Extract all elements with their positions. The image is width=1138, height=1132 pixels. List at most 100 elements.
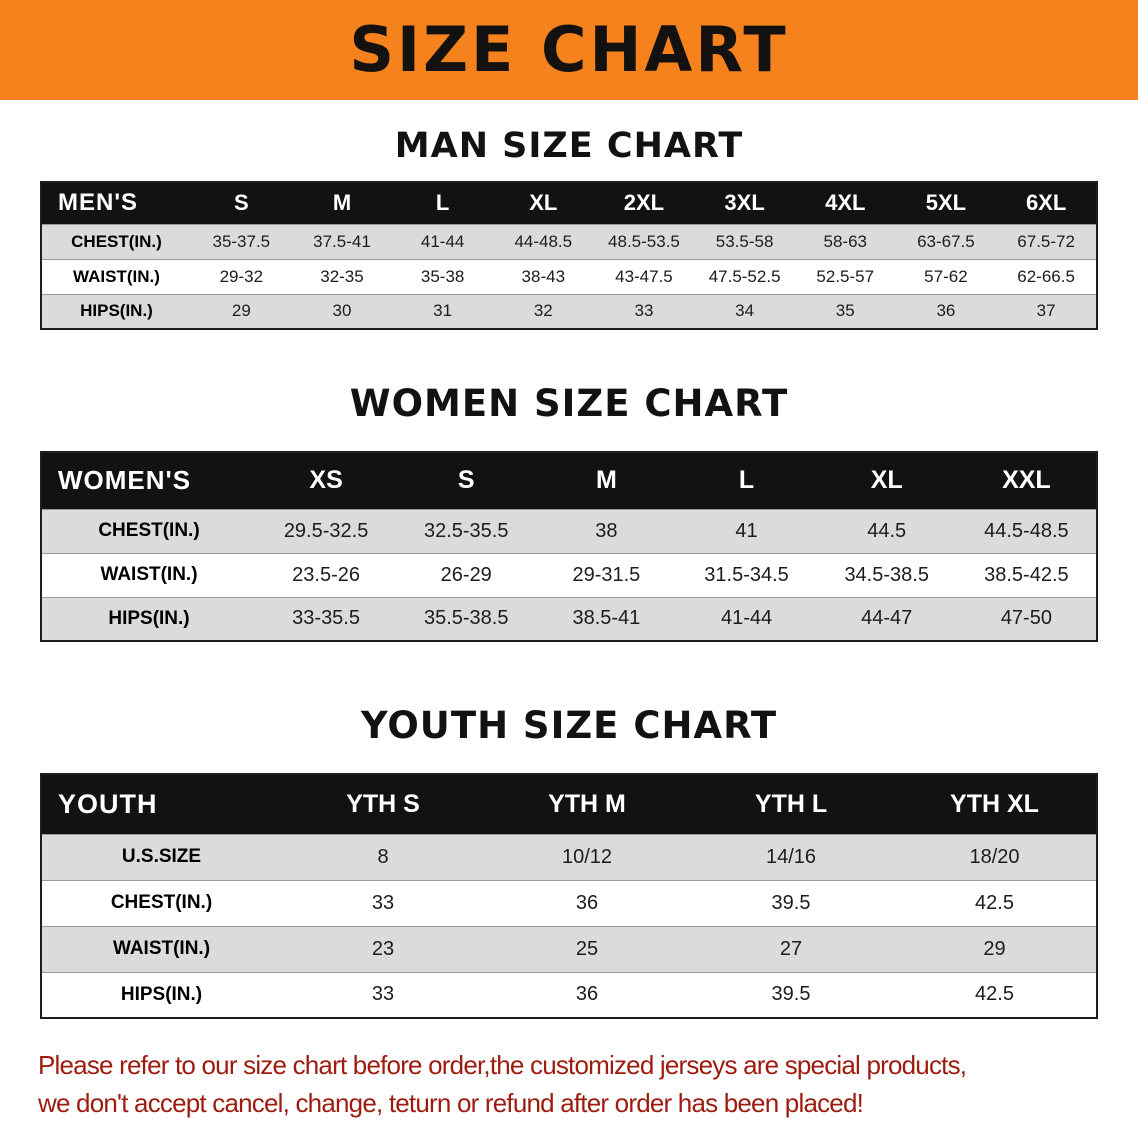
- cell-value: 44.5-48.5: [956, 508, 1097, 553]
- cell-value: 44-48.5: [492, 223, 594, 259]
- size-column-header: XXL: [956, 452, 1097, 509]
- table-header-row: WOMEN'S XS S M L XL XXL: [41, 452, 1097, 509]
- cell-value: 36: [485, 879, 689, 926]
- cell-value: 38-43: [492, 258, 594, 294]
- cell-value: 44.5: [816, 508, 957, 553]
- cell-value: 35.5-38.5: [396, 596, 537, 641]
- size-column-header: 4XL: [794, 182, 896, 224]
- cell-value: 47-50: [956, 596, 1097, 641]
- cell-value: 39.5: [689, 879, 893, 926]
- cell-value: 38.5-41: [536, 596, 677, 641]
- page-title: SIZE CHART: [349, 13, 789, 86]
- charts-container: MAN SIZE CHART MEN'S S M L XL 2XL 3XL 4XL 5XL 6XL C…: [0, 126, 1138, 1019]
- size-column-header: YTH L: [689, 774, 893, 834]
- size-column-header: XL: [816, 452, 957, 509]
- cell-value: 47.5-52.5: [694, 258, 795, 294]
- cell-value: 29-32: [191, 258, 292, 294]
- table-row: WAIST(IN.) 23 25 27 29: [41, 925, 1097, 972]
- cell-value: 39.5: [689, 971, 893, 1018]
- size-column-header: XL: [492, 182, 594, 224]
- cell-value: 33-35.5: [256, 596, 397, 641]
- size-section-mens: MAN SIZE CHART MEN'S S M L XL 2XL 3XL 4XL 5XL 6XL C…: [0, 126, 1138, 330]
- cell-value: 31.5-34.5: [676, 552, 817, 597]
- cell-value: 41-44: [676, 596, 817, 641]
- cell-value: 10/12: [485, 833, 689, 880]
- cell-value: 33: [281, 879, 485, 926]
- row-label: HIPS(IN.): [41, 596, 256, 641]
- cell-value: 52.5-57: [794, 258, 896, 294]
- corner-header: YOUTH: [41, 774, 281, 834]
- cell-value: 57-62: [895, 258, 997, 294]
- cell-value: 58-63: [794, 223, 896, 259]
- size-column-header: 3XL: [694, 182, 795, 224]
- table-row: U.S.SIZE 8 10/12 14/16 18/20: [41, 833, 1097, 880]
- cell-value: 35-37.5: [191, 223, 292, 259]
- size-column-header: YTH M: [485, 774, 689, 834]
- section-title-mens: MAN SIZE CHART: [394, 126, 744, 166]
- cell-value: 23: [281, 925, 485, 972]
- size-section-youth: YOUTH SIZE CHART YOUTH YTH S YTH M YTH L YTH …: [0, 704, 1138, 1019]
- cell-value: 14/16: [689, 833, 893, 880]
- size-table-youth: YOUTH YTH S YTH M YTH L YTH XL U.S.SIZE 8 10/12…: [40, 773, 1098, 1019]
- footer-notice: Please refer to our size chart before or…: [0, 1047, 1138, 1122]
- table-row: CHEST(IN.) 29.5-32.5 32.5-35.5 38 41 44.5 44.5…: [41, 508, 1097, 553]
- cell-value: 42.5: [893, 879, 1097, 926]
- cell-value: 34: [694, 293, 795, 329]
- cell-value: 33: [593, 293, 695, 329]
- cell-value: 35-38: [392, 258, 493, 294]
- size-column-header: 2XL: [593, 182, 695, 224]
- size-column-header: M: [536, 452, 677, 509]
- cell-value: 31: [392, 293, 493, 329]
- cell-value: 36: [895, 293, 997, 329]
- table-row: WAIST(IN.) 23.5-26 26-29 29-31.5 31.5-34.5 34…: [41, 552, 1097, 597]
- row-label: WAIST(IN.): [41, 258, 191, 294]
- table-row: CHEST(IN.) 35-37.5 37.5-41 41-44 44-48.5 48.5…: [41, 223, 1097, 259]
- size-column-header: L: [676, 452, 817, 509]
- cell-value: 29-31.5: [536, 552, 677, 597]
- size-column-header: S: [191, 182, 292, 224]
- cell-value: 25: [485, 925, 689, 972]
- corner-header: WOMEN'S: [41, 452, 256, 509]
- size-column-header: S: [396, 452, 537, 509]
- cell-value: 41-44: [392, 223, 493, 259]
- cell-value: 35: [794, 293, 896, 329]
- size-column-header: YTH XL: [893, 774, 1097, 834]
- notice-line-2: we don't accept cancel, change, teturn o…: [38, 1087, 864, 1118]
- row-label: WAIST(IN.): [41, 552, 256, 597]
- cell-value: 37.5-41: [291, 223, 393, 259]
- cell-value: 29: [191, 293, 292, 329]
- cell-value: 48.5-53.5: [593, 223, 695, 259]
- cell-value: 53.5-58: [694, 223, 795, 259]
- corner-header: MEN'S: [41, 182, 191, 224]
- cell-value: 38: [536, 508, 677, 553]
- table-row: HIPS(IN.) 33 36 39.5 42.5: [41, 971, 1097, 1018]
- cell-value: 63-67.5: [895, 223, 997, 259]
- size-section-womens: WOMEN SIZE CHART WOMEN'S XS S M L XL XXL CHEST(I…: [0, 382, 1138, 642]
- size-column-header: 5XL: [895, 182, 997, 224]
- cell-value: 32-35: [291, 258, 393, 294]
- table-header-row: YOUTH YTH S YTH M YTH L YTH XL: [41, 774, 1097, 834]
- row-label: HIPS(IN.): [41, 971, 281, 1018]
- size-table-womens: WOMEN'S XS S M L XL XXL CHEST(IN.) 29.5-32.5 32.5…: [40, 451, 1098, 642]
- cell-value: 62-66.5: [996, 258, 1097, 294]
- table-row: CHEST(IN.) 33 36 39.5 42.5: [41, 879, 1097, 926]
- cell-value: 43-47.5: [593, 258, 695, 294]
- banner: SIZE CHART: [0, 0, 1138, 100]
- cell-value: 38.5-42.5: [956, 552, 1097, 597]
- cell-value: 29.5-32.5: [256, 508, 397, 553]
- cell-value: 27: [689, 925, 893, 972]
- cell-value: 18/20: [893, 833, 1097, 880]
- table-header-row: MEN'S S M L XL 2XL 3XL 4XL 5XL 6XL: [41, 182, 1097, 224]
- cell-value: 8: [281, 833, 485, 880]
- size-column-header: XS: [256, 452, 397, 509]
- cell-value: 37: [996, 293, 1097, 329]
- cell-value: 30: [291, 293, 393, 329]
- row-label: U.S.SIZE: [41, 833, 281, 880]
- cell-value: 32.5-35.5: [396, 508, 537, 553]
- section-title-womens: WOMEN SIZE CHART: [349, 382, 789, 425]
- notice-line-1: Please refer to our size chart before or…: [38, 1050, 967, 1080]
- cell-value: 36: [485, 971, 689, 1018]
- table-row: HIPS(IN.) 33-35.5 35.5-38.5 38.5-41 41-44 44-…: [41, 596, 1097, 641]
- size-table-mens: MEN'S S M L XL 2XL 3XL 4XL 5XL 6XL CHEST(IN.) 35-37…: [40, 181, 1098, 330]
